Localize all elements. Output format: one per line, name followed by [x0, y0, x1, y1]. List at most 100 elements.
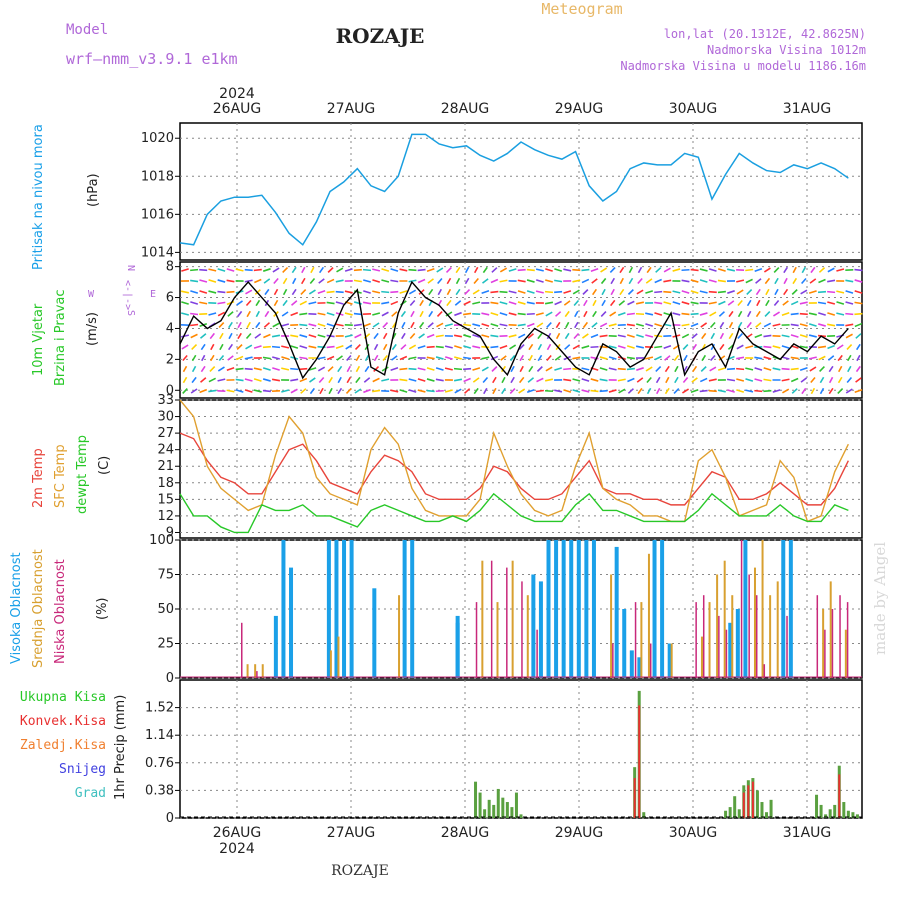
y-tick-label-cloud: 0 — [166, 671, 174, 686]
cloud-bar-low — [740, 540, 743, 678]
wind-arrow — [619, 288, 625, 296]
wind-arrow — [481, 323, 490, 327]
wind-arrow — [619, 266, 625, 274]
wind-arrow — [746, 299, 752, 307]
wind-arrow — [817, 301, 827, 305]
wind-arrow — [681, 268, 690, 272]
wind-arrow — [654, 323, 663, 327]
precip-bar-total — [733, 796, 737, 818]
wind-arrow — [354, 333, 362, 339]
wind-arrow — [555, 311, 562, 317]
wind-arrow — [617, 345, 626, 349]
wind-arrow — [537, 332, 543, 340]
compass-axis: <-|-> — [122, 280, 133, 310]
wind-arrow — [445, 311, 453, 317]
wind-arrow — [408, 289, 417, 295]
cloud-bar-high — [622, 609, 627, 678]
wind-arrow — [181, 301, 189, 305]
wind-arrow — [772, 323, 781, 327]
wind-arrow — [736, 389, 745, 393]
wind-arrow — [335, 301, 344, 305]
cloud-bar-high — [637, 657, 642, 678]
wind-arrow — [499, 323, 508, 327]
wind-arrow — [281, 389, 290, 393]
wind-arrow — [572, 344, 580, 350]
wind-arrow — [290, 367, 299, 371]
wind-arrow — [254, 278, 262, 284]
x-tick-label-top: 29AUG — [555, 101, 604, 117]
wind-arrow — [627, 300, 635, 306]
wind-arrow — [763, 389, 772, 393]
wind-arrow — [764, 277, 771, 285]
wind-arrow — [400, 310, 406, 318]
wind-arrow — [781, 356, 790, 360]
wind-arrow — [444, 323, 453, 327]
wind-arrow — [819, 387, 825, 395]
wind-arrow — [410, 310, 415, 318]
wind-arrow — [672, 312, 681, 316]
wind-arrow — [854, 322, 863, 328]
wind-arrow — [190, 301, 199, 305]
wind-arrow — [191, 354, 197, 362]
wind-arrow — [408, 344, 417, 350]
x-tick-label-top: 31AUG — [783, 101, 832, 117]
wind-arrow — [710, 332, 716, 340]
wind-arrow — [190, 333, 198, 339]
wind-arrow — [747, 310, 752, 318]
wind-arrow — [299, 300, 307, 306]
wind-arrow — [610, 299, 616, 307]
wind-arrow — [801, 277, 807, 285]
wind-arrow — [728, 332, 734, 340]
precip-bar-total — [492, 804, 496, 818]
wind-arrow — [855, 343, 861, 351]
wind-arrow — [335, 345, 344, 349]
wind-arrow — [746, 289, 753, 295]
wind-arrow — [208, 290, 217, 294]
wind-arrow — [590, 267, 599, 273]
wind-arrow — [845, 290, 854, 294]
wind-arrow — [327, 366, 334, 372]
wind-arrow — [518, 388, 526, 394]
cloud-bar-low — [506, 567, 508, 678]
wind-arrow — [608, 356, 617, 360]
wind-arrow — [435, 345, 444, 349]
wind-arrow — [363, 290, 371, 294]
wind-arrow — [254, 333, 262, 339]
cloud-bar-mid — [647, 553, 650, 678]
footer-station: ROZAJE — [331, 863, 389, 879]
wind-arrow — [818, 355, 826, 361]
wind-arrow — [271, 345, 281, 349]
wind-arrow — [373, 343, 379, 351]
wind-arrow — [464, 277, 470, 285]
wind-arrow — [554, 300, 562, 306]
wind-arrow — [464, 289, 471, 295]
wind-arrow — [591, 288, 598, 296]
wind-arrow — [200, 377, 207, 383]
wind-arrow — [317, 366, 326, 372]
wind-arrow — [799, 323, 808, 327]
wind-arrow — [855, 333, 862, 339]
wind-arrow — [308, 345, 317, 349]
wind-arrow — [636, 367, 644, 371]
wind-arrow — [808, 323, 817, 327]
wind-arrow — [382, 343, 388, 351]
wind-arrow — [490, 345, 499, 349]
wind-arrow — [291, 266, 297, 274]
wind-arrow — [372, 268, 381, 272]
cloud-bar-high — [629, 650, 634, 678]
wind-arrow — [746, 321, 752, 329]
wind-arrow — [290, 378, 299, 382]
wind-arrow — [318, 266, 325, 274]
wind-arrow — [645, 312, 654, 316]
x-tick-label-top: 28AUG — [441, 101, 490, 117]
wind-arrow — [690, 389, 699, 393]
wind-arrow — [236, 344, 243, 350]
y-tick-label-wind: 8 — [166, 260, 174, 275]
panel-gridlines — [180, 123, 862, 819]
wind-arrow — [554, 355, 562, 361]
wind-arrow — [563, 378, 572, 382]
wind-arrow — [817, 290, 827, 294]
wind-arrow — [645, 278, 653, 284]
wind-arrow — [599, 322, 608, 328]
wind-arrow — [428, 288, 434, 296]
